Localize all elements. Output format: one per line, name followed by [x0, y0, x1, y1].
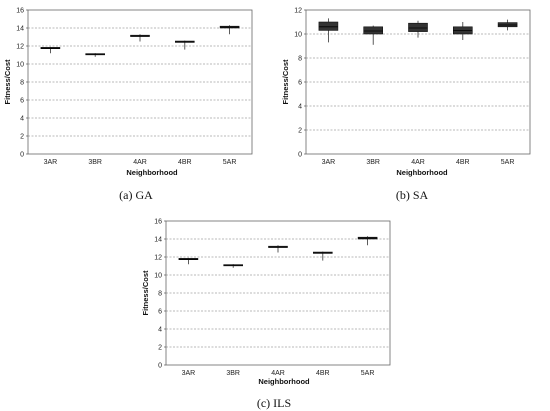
x-tick-label: 4BR — [178, 159, 192, 166]
y-tick-label: 16 — [16, 7, 24, 14]
x-tick-label: 5AR — [361, 370, 375, 377]
x-axis-label: Neighborhood — [396, 168, 448, 177]
y-tick-label: 12 — [294, 7, 302, 14]
panel-sa: Fitness/Cost Neighborhood (b) SA 0 2 4 6 8 10… — [281, 7, 531, 202]
y-tick-label: 10 — [16, 61, 24, 68]
panel-caption: (a) GA — [119, 188, 153, 202]
panel-caption: (b) SA — [396, 188, 429, 202]
x-tick-label: 3BR — [226, 370, 240, 377]
panel-ils: Fitness/Cost Neighborhood (c) ILS 0 2 4 6 8 1… — [141, 218, 391, 410]
x-axis-label: Neighborhood — [126, 168, 178, 177]
box-body — [363, 26, 384, 35]
y-tick-label: 4 — [158, 326, 162, 333]
x-tick-label: 5AR — [501, 159, 515, 166]
y-tick-label: 2 — [20, 133, 24, 140]
y-tick-label: 6 — [298, 79, 302, 86]
y-tick-label: 8 — [158, 290, 162, 297]
panel-ga: Fitness/Cost Neighborhood (a) GA 0 2 4 6 8 10… — [3, 7, 253, 202]
x-axis-label: Neighborhood — [258, 377, 310, 386]
y-tick-label: 10 — [294, 31, 302, 38]
y-tick-label: 6 — [158, 308, 162, 315]
y-tick-label: 8 — [298, 55, 302, 62]
x-tick-label: 4AR — [271, 370, 285, 377]
y-tick-label: 8 — [20, 79, 24, 86]
x-tick-label: 3BR — [88, 159, 102, 166]
y-axis-label: Fitness/Cost — [141, 270, 150, 316]
y-tick-label: 6 — [20, 97, 24, 104]
x-tick-label: 3AR — [182, 370, 196, 377]
y-tick-label: 14 — [16, 25, 24, 32]
x-tick-label: 3AR — [44, 159, 58, 166]
y-tick-label: 10 — [154, 272, 162, 279]
y-tick-label: 0 — [158, 362, 162, 369]
x-tick-label: 4AR — [411, 159, 425, 166]
y-tick-label: 4 — [298, 103, 302, 110]
panel-caption: (c) ILS — [257, 396, 291, 410]
y-axis-label: Fitness/Cost — [281, 59, 290, 105]
y-axis-label: Fitness/Cost — [3, 59, 12, 105]
y-tick-label: 0 — [20, 151, 24, 158]
y-tick-label: 12 — [154, 254, 162, 261]
y-tick-label: 16 — [154, 218, 162, 225]
x-tick-label: 4AR — [133, 159, 147, 166]
x-tick-label: 3BR — [366, 159, 380, 166]
y-tick-label: 4 — [20, 115, 24, 122]
y-tick-label: 14 — [154, 236, 162, 243]
x-tick-label: 5AR — [223, 159, 237, 166]
y-tick-label: 2 — [158, 344, 162, 351]
x-tick-label: 3AR — [322, 159, 336, 166]
y-tick-label: 2 — [298, 127, 302, 134]
x-tick-label: 4BR — [316, 370, 330, 377]
x-tick-label: 4BR — [456, 159, 470, 166]
y-tick-label: 12 — [16, 43, 24, 50]
box-body — [318, 21, 339, 31]
box-body — [408, 22, 428, 32]
y-tick-label: 0 — [298, 151, 302, 158]
